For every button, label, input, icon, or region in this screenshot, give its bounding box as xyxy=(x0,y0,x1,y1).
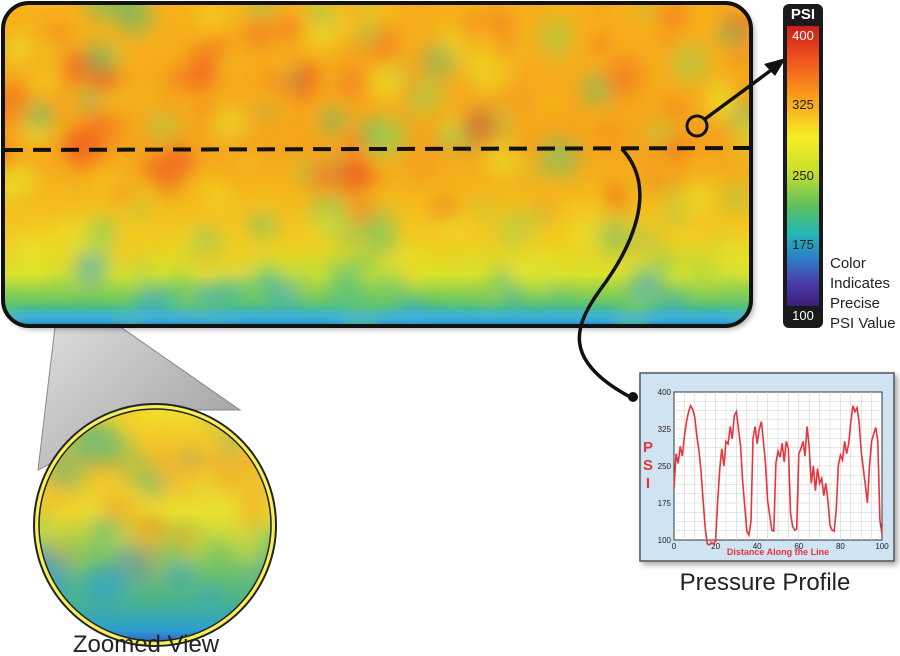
x-tick-label: 100 xyxy=(875,542,889,551)
pressure-texture xyxy=(3,3,751,326)
y-tick-label: 100 xyxy=(658,536,672,545)
chart-y-ticks: 400 325 250 175 100 xyxy=(658,388,672,545)
colorbar-note: Color Indicates Precise PSI Value xyxy=(830,255,896,332)
color-scale: PSI 400 325 250 175 100 xyxy=(783,4,823,328)
x-tick-label: 80 xyxy=(836,542,845,551)
colorbar-tick: 100 xyxy=(792,308,814,323)
x-tick-label: 20 xyxy=(711,542,720,551)
zoomed-view xyxy=(33,403,277,647)
sample-arrow xyxy=(703,66,776,121)
chart-xlabel: Distance Along the Line xyxy=(727,547,829,557)
chart-x-ticks: 0 20 40 60 80 100 xyxy=(672,542,889,551)
note-line: Indicates xyxy=(830,275,890,292)
colorbar-tick: 175 xyxy=(792,237,814,252)
connector-dot xyxy=(628,392,638,402)
profile-chart: 400 325 250 175 100 0 20 40 60 80 100 P S I Dista… xyxy=(639,372,895,562)
colorbar-tick: 400 xyxy=(792,28,814,43)
note-line: Color xyxy=(830,255,866,272)
series-line xyxy=(673,403,883,546)
map-border xyxy=(1,1,753,328)
chart-grid xyxy=(674,392,882,540)
arrowhead-icon xyxy=(764,58,786,76)
colorbar-title: PSI xyxy=(791,6,815,23)
ylabel-letter: I xyxy=(646,475,650,492)
profile-caption: Pressure Profile xyxy=(680,569,851,596)
y-tick-label: 325 xyxy=(658,425,672,434)
x-tick-label: 0 xyxy=(672,542,677,551)
ylabel-letter: P xyxy=(643,439,653,456)
note-line: Precise xyxy=(830,295,880,312)
ylabel-letter: S xyxy=(643,457,653,474)
colorbar-tick: 325 xyxy=(792,97,814,112)
x-tick-label: 60 xyxy=(794,542,803,551)
y-tick-label: 250 xyxy=(658,462,672,471)
y-tick-label: 400 xyxy=(658,388,672,397)
sample-point-marker xyxy=(685,114,709,138)
colorbar-tick: 250 xyxy=(792,168,814,183)
note-line: PSI Value xyxy=(830,315,896,332)
profile-line xyxy=(4,146,753,152)
profile-connector xyxy=(577,147,642,400)
zoom-caption: Zoomed View xyxy=(73,631,220,656)
x-tick-label: 40 xyxy=(753,542,762,551)
chart-ylabel: P S I xyxy=(643,439,653,492)
y-tick-label: 175 xyxy=(658,499,672,508)
